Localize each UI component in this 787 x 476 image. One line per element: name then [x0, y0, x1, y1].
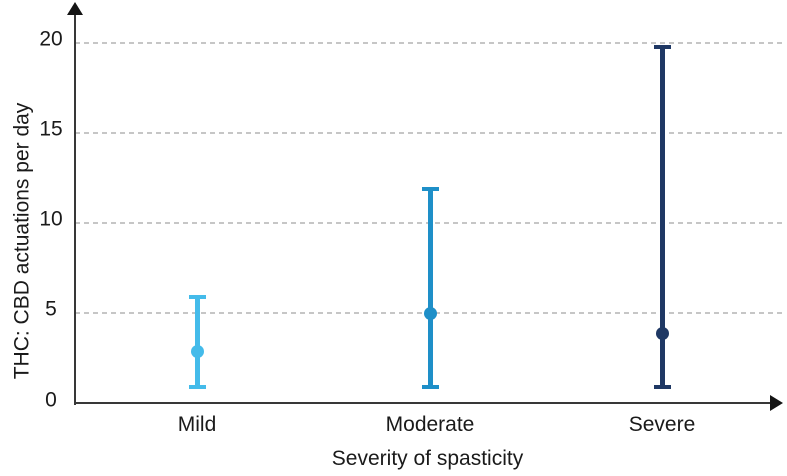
error-bar-line: [659, 46, 665, 388]
gridline: [75, 41, 786, 44]
gridline: [75, 132, 786, 135]
y-axis-line: [74, 10, 76, 405]
error-bar-cap-bottom: [188, 385, 206, 390]
error-bar-cap-top: [421, 186, 439, 191]
error-bar-cap-bottom: [421, 385, 439, 390]
error-bar-cap-bottom: [653, 385, 671, 390]
error-bar-cap-top: [653, 44, 671, 49]
category-label: Moderate: [385, 413, 475, 436]
x-axis-arrow-icon: [770, 395, 783, 411]
y-tick-label: 15: [39, 117, 63, 141]
data-point: [423, 306, 437, 320]
category-label: Severe: [628, 413, 696, 436]
data-point: [190, 344, 204, 358]
error-bar-line: [427, 188, 433, 388]
x-axis-line: [74, 402, 771, 404]
category-label: Mild: [177, 413, 217, 436]
y-tick-label: 10: [39, 207, 63, 231]
y-tick-label: 0: [45, 388, 57, 411]
y-tick-label: 20: [39, 27, 63, 51]
y-axis-arrow-icon: [67, 2, 83, 15]
data-point: [655, 326, 669, 340]
y-tick-label: 5: [45, 297, 57, 321]
error-bar-cap-top: [188, 295, 206, 300]
error-bar-line: [194, 297, 200, 388]
x-axis-label: Severity of spasticity: [331, 447, 524, 470]
